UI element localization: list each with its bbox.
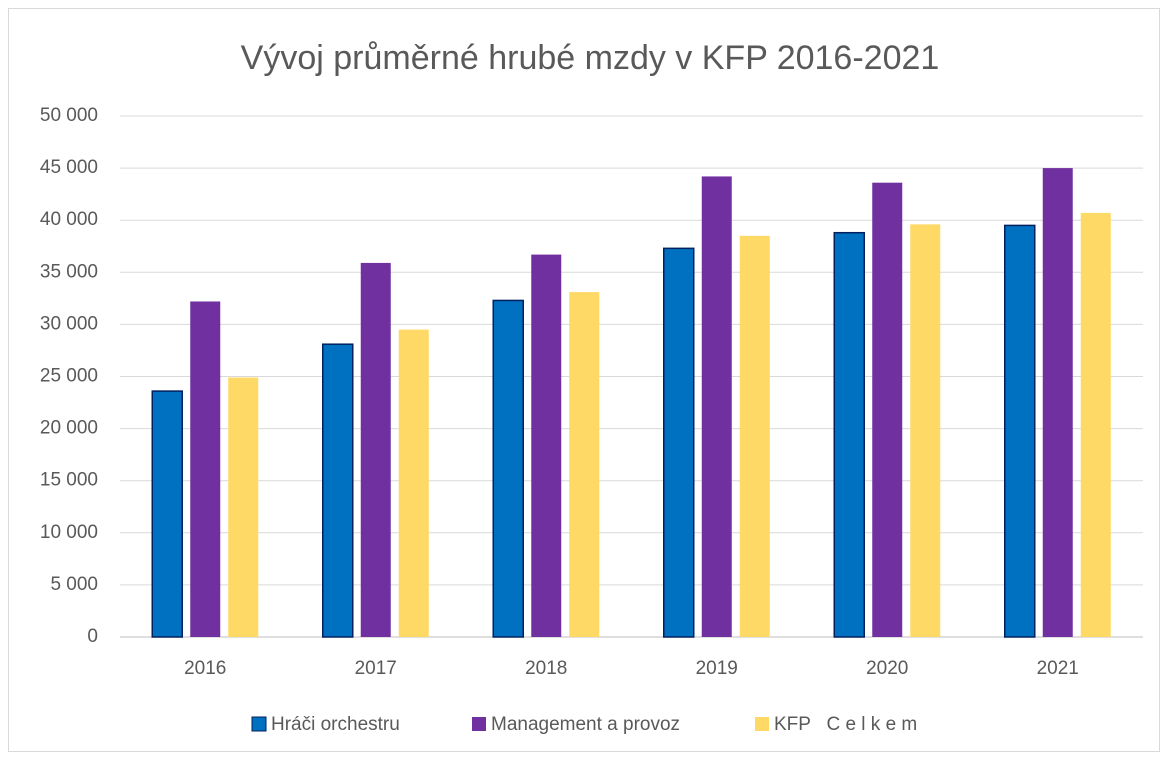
bar [739, 235, 770, 637]
legend-swatch [251, 716, 267, 732]
bar [701, 176, 732, 637]
y-tick-label: 10 000 [40, 522, 98, 543]
bar [1080, 212, 1111, 637]
y-tick-label: 45 000 [40, 157, 98, 178]
bar [322, 343, 354, 638]
x-tick-label: 2016 [184, 658, 226, 679]
bar [151, 390, 183, 638]
bar [833, 231, 865, 638]
legend-label: Management a provoz [491, 714, 680, 735]
bar [492, 299, 524, 638]
x-tick-label: 2020 [866, 658, 908, 679]
bar [663, 247, 695, 638]
y-tick-label: 15 000 [40, 470, 98, 491]
bar [569, 292, 600, 637]
legend-label: Hráči orchestru [271, 714, 400, 735]
legend-swatch [472, 717, 486, 731]
legend-label: KFP C e l k e m [774, 714, 917, 735]
y-tick-label: 50 000 [40, 105, 98, 126]
bar [1042, 168, 1073, 637]
chart-title: Vývoj průměrné hrubé mzdy v KFP 2016-202… [241, 39, 940, 77]
x-tick-label: 2017 [355, 658, 397, 679]
bar [398, 329, 429, 637]
x-tick-label: 2019 [696, 658, 738, 679]
bar [872, 182, 903, 638]
bar [1004, 224, 1036, 638]
y-tick-label: 5 000 [50, 574, 98, 595]
bar [910, 224, 941, 638]
y-tick-label: 30 000 [40, 313, 98, 334]
x-tick-label: 2021 [1037, 658, 1079, 679]
x-tick-label: 2018 [525, 658, 567, 679]
legend-swatch [755, 717, 769, 731]
y-tick-label: 0 [87, 626, 98, 647]
bar [190, 301, 221, 637]
bar [228, 377, 259, 637]
y-tick-label: 25 000 [40, 366, 98, 387]
bar [360, 262, 391, 637]
bar [531, 254, 562, 637]
y-tick-label: 20 000 [40, 418, 98, 439]
y-tick-label: 40 000 [40, 209, 98, 230]
y-tick-label: 35 000 [40, 261, 98, 282]
